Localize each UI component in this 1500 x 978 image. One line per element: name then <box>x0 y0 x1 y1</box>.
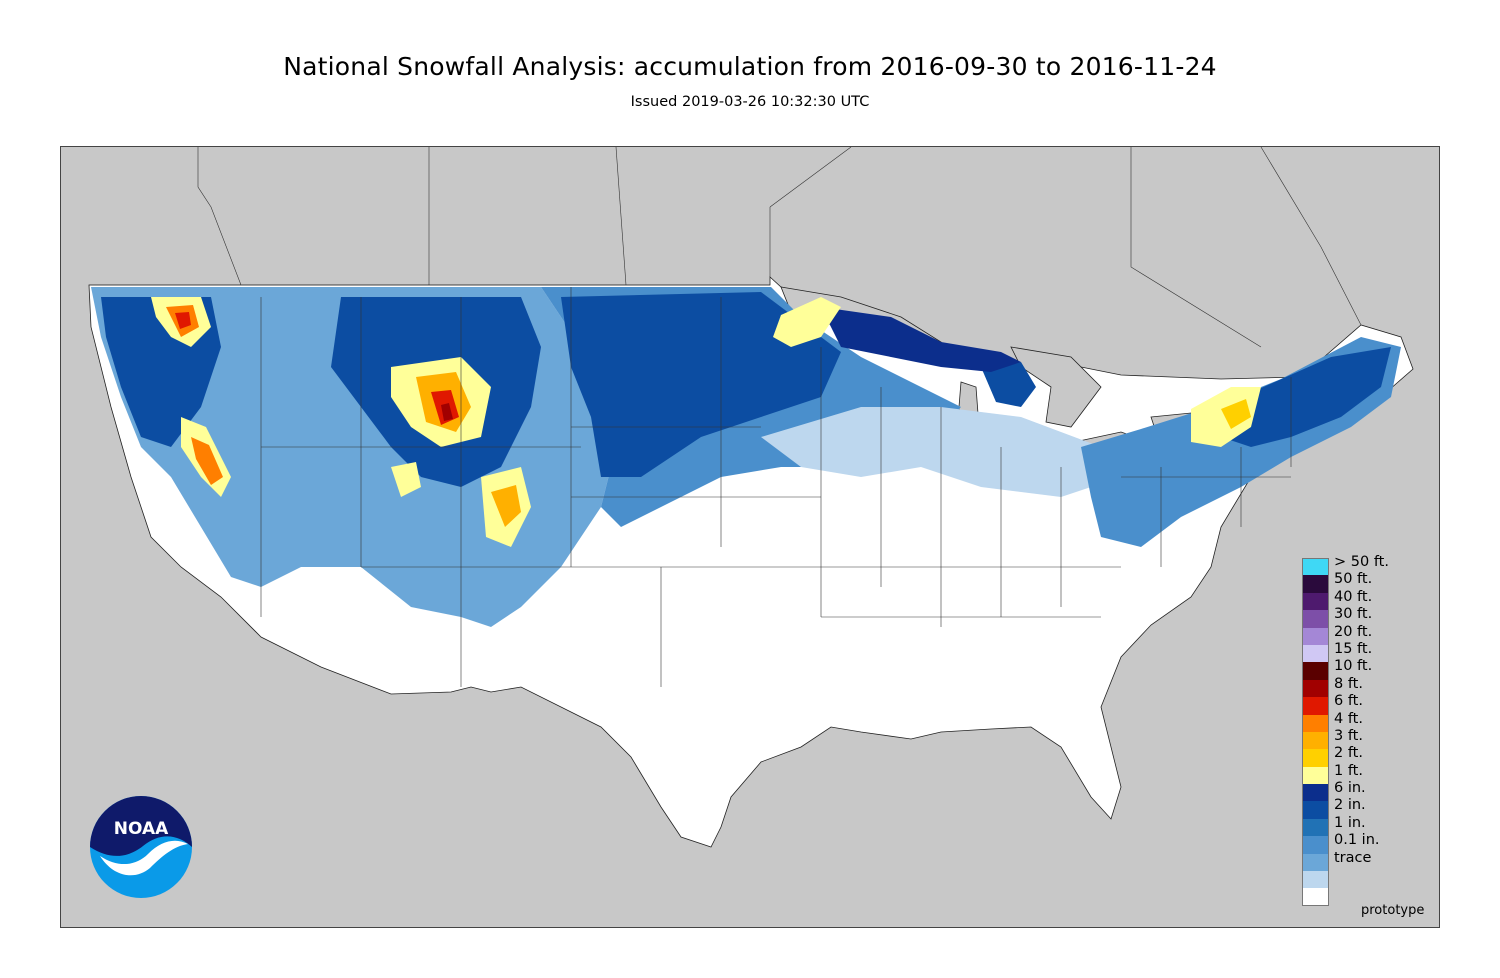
legend-item: 50 ft. <box>1302 571 1432 593</box>
legend-label: > 50 ft. <box>1334 554 1389 570</box>
lake-huron <box>1010 346 1102 428</box>
legend-label: 8 ft. <box>1334 675 1363 692</box>
snow-core-mich <box>981 362 1036 407</box>
legend-label: 40 ft. <box>1334 588 1373 605</box>
snow-1ft-arrowhead <box>773 297 841 347</box>
legend-item <box>1302 871 1432 889</box>
legend-swatch <box>1302 766 1329 785</box>
prototype-watermark: prototype <box>1361 903 1425 918</box>
legend-label: 1 in. <box>1334 814 1366 831</box>
legend-swatch <box>1302 714 1329 732</box>
legend-swatch <box>1302 644 1329 663</box>
legend-item: 2 in. <box>1302 797 1432 819</box>
map-canvas <box>61 147 1439 927</box>
legend-item: 15 ft. <box>1302 641 1432 663</box>
legend-swatch <box>1302 836 1329 854</box>
legend-item: 3 ft. <box>1302 728 1432 750</box>
noaa-logo-text: NOAA <box>114 819 169 839</box>
legend-swatch <box>1302 697 1329 715</box>
issued-timestamp: Issued 2019-03-26 10:32:30 UTC <box>630 94 870 110</box>
legend-item: 2 ft. <box>1302 745 1432 767</box>
legend-swatch <box>1302 818 1329 837</box>
legend-item <box>1302 888 1432 906</box>
legend-label: 10 ft. <box>1334 658 1373 675</box>
legend-item: 1 ft. <box>1302 763 1432 785</box>
snow-1ft-wasatch <box>391 462 421 497</box>
noaa-logo-top <box>90 796 192 856</box>
legend-label: 6 in. <box>1334 780 1366 797</box>
legend-label: 20 ft. <box>1334 623 1373 640</box>
legend-item: 8 ft. <box>1302 676 1432 698</box>
legend-label: trace <box>1334 849 1372 866</box>
legend-item: trace <box>1302 850 1432 872</box>
legend-item: 10 ft. <box>1302 658 1432 680</box>
snowfall-legend: > 50 ft. 50 ft. 40 ft. 30 ft. 20 ft. 15 ft. 10… <box>1302 554 1432 906</box>
legend-swatch <box>1302 888 1329 906</box>
legend-swatch <box>1302 679 1329 698</box>
legend-swatch <box>1302 662 1329 680</box>
legend-item: 4 ft. <box>1302 711 1432 732</box>
legend-label: 15 ft. <box>1334 640 1373 657</box>
legend-swatch <box>1302 853 1329 872</box>
legend-swatch <box>1302 801 1329 819</box>
legend-swatch <box>1302 731 1329 750</box>
legend-label: 30 ft. <box>1334 606 1373 623</box>
borders <box>89 147 1362 687</box>
legend-swatch <box>1302 749 1329 767</box>
snow-core-dakotas <box>561 292 841 477</box>
legend-swatch <box>1302 592 1329 611</box>
snow-3ft-colorado <box>491 485 521 527</box>
legend-swatch <box>1302 558 1329 576</box>
legend-label: 3 ft. <box>1334 727 1363 744</box>
legend-item: 0.1 in. <box>1302 832 1432 854</box>
snow-core-upper <box>821 307 1021 372</box>
legend-label: 1 ft. <box>1334 762 1363 779</box>
legend-item: 30 ft. <box>1302 606 1432 628</box>
legend-item: 20 ft. <box>1302 624 1432 645</box>
snowfall-map[interactable]: prototype <box>60 146 1440 928</box>
legend-item: > 50 ft. <box>1302 554 1432 576</box>
legend-item: 1 in. <box>1302 815 1432 837</box>
map-title: National Snowfall Analysis: accumulation… <box>283 52 1217 81</box>
noaa-logo-gull <box>100 840 188 876</box>
legend-label: 2 ft. <box>1334 745 1363 762</box>
legend-swatch <box>1302 575 1329 593</box>
legend-swatch <box>1302 871 1329 889</box>
legend-swatch <box>1302 627 1329 645</box>
legend-item: 6 ft. <box>1302 693 1432 715</box>
legend-swatch <box>1302 784 1329 802</box>
legend-label: 0.1 in. <box>1334 832 1380 849</box>
snow-2ft-adirondack <box>1221 399 1251 429</box>
snow-8ft-montana <box>441 403 453 421</box>
legend-label: 4 ft. <box>1334 710 1363 727</box>
noaa-logo: NOAA <box>90 796 192 898</box>
legend-swatch <box>1302 610 1329 628</box>
legend-item: 6 in. <box>1302 780 1432 802</box>
snow-6ft-nw <box>175 312 191 329</box>
legend-label: 50 ft. <box>1334 571 1373 588</box>
snow-4ft-sierra <box>191 437 223 485</box>
legend-label: 2 in. <box>1334 797 1366 814</box>
legend-item: 40 ft. <box>1302 589 1432 611</box>
legend-label: 6 ft. <box>1334 693 1363 710</box>
snow-core-ne <box>1221 347 1391 447</box>
